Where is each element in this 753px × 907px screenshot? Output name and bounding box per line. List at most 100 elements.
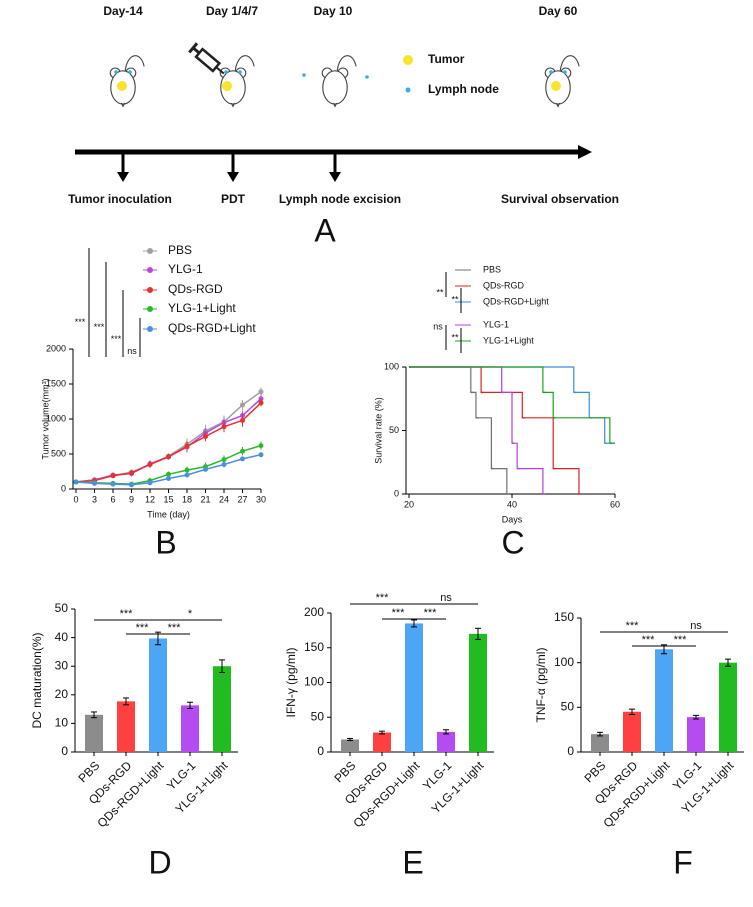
x-tick-label: 3 [92,494,97,504]
point [258,452,264,458]
legend-marker [147,287,153,293]
x-tick-label: 9 [129,494,134,504]
significance-label: ns [440,592,452,604]
legend-label: YLG-1 [168,262,203,276]
y-tick-label: 50 [311,709,325,723]
point [129,482,134,488]
bar [181,705,199,752]
y-tick-label: 1500 [46,378,66,388]
step-label: Tumor inoculation [68,192,172,206]
y-tick-label: 50 [389,425,399,435]
legend-label: YLG-1+Light [168,301,236,315]
significance-label: ** [451,294,459,304]
bar [687,717,705,752]
panel-label: C [501,524,524,560]
survival-curve [409,366,580,494]
bar [117,701,135,752]
legend-label: PBS [483,264,501,274]
significance-label: *** [136,622,150,634]
x-tick-label: 12 [145,494,155,504]
point [258,396,264,402]
significance-label: *** [111,334,122,344]
point [92,480,97,486]
panel-label: A [314,212,336,248]
y-tick-label: 10 [55,716,69,730]
point [184,443,190,449]
significance-label: *** [626,620,640,632]
legend-marker [147,248,153,254]
point [147,462,153,467]
x-axis-label: Time (day) [147,509,190,519]
legend-label: Lymph node [428,82,499,96]
y-tick-label: 100 [554,655,574,669]
significance-label: *** [168,622,182,634]
legend-label: Tumor [428,52,465,66]
panel-label: D [148,844,171,880]
legend-label: QDs-RGD+Light [483,296,549,306]
mouse [544,55,580,108]
x-tick-label: 30 [256,494,266,504]
syringe [188,42,225,75]
bar [341,739,359,752]
significance-label: *** [424,607,438,619]
x-axis-label: Days [502,514,523,524]
y-tick-label: 100 [304,675,324,689]
point [240,417,245,423]
y-tick-label: 50 [561,700,575,714]
legend-label: QDs-RGD+Light [168,321,256,335]
significance-label: ** [436,287,444,297]
survival-curve [409,366,544,494]
significance-label: *** [376,592,390,604]
significance-label: ns [690,620,702,632]
x-tick-label: 6 [110,494,115,504]
bar [591,734,609,752]
bar [85,714,103,752]
timeline-head [578,145,592,159]
y-tick-label: 0 [394,488,399,498]
point [129,470,134,476]
panel-label: E [402,844,423,880]
legend-marker [147,306,153,312]
point [166,471,171,477]
y-axis-label: TNF-α (pg/ml) [534,648,548,723]
x-tick-label: 40 [507,499,517,509]
significance-label: *** [674,634,688,646]
series-line [75,402,262,483]
y-tick-label: 100 [384,361,399,371]
legend-label: QDs-RGD [483,280,524,290]
bar [405,623,423,752]
significance-label: ns [433,321,443,331]
legend-label: YLG-1+Light [483,335,534,345]
significance-label: *** [94,322,105,332]
mouse [219,55,255,108]
legend-swatch [403,55,413,65]
x-tick-label: 20 [404,499,414,509]
x-tick-label: 18 [182,494,192,504]
panel-label: F [673,844,693,880]
point [203,466,208,472]
point [240,448,245,454]
x-tick-label: PBS [331,758,358,785]
bar [655,649,673,752]
y-tick-label: 200 [304,605,324,619]
point [73,479,79,485]
significance-label: *** [75,317,86,327]
y-tick-label: 20 [55,687,69,701]
bar [149,638,167,752]
point [221,462,227,467]
y-tick-label: 150 [304,640,324,654]
x-tick-label: 15 [163,494,173,504]
point [203,434,208,439]
day-label: Day 60 [539,4,578,18]
significance-label: ** [451,332,459,342]
x-tick-label: 60 [610,499,620,509]
y-axis-label: DC maturation(%) [30,632,44,728]
point [240,402,245,408]
x-tick-label: PBS [581,758,608,785]
day-label: Day-14 [103,4,143,18]
significance-label: *** [392,607,406,619]
significance-label: ns [127,346,137,356]
x-tick-label: 27 [237,494,247,504]
significance-label: *** [642,634,656,646]
mouse [109,55,145,108]
